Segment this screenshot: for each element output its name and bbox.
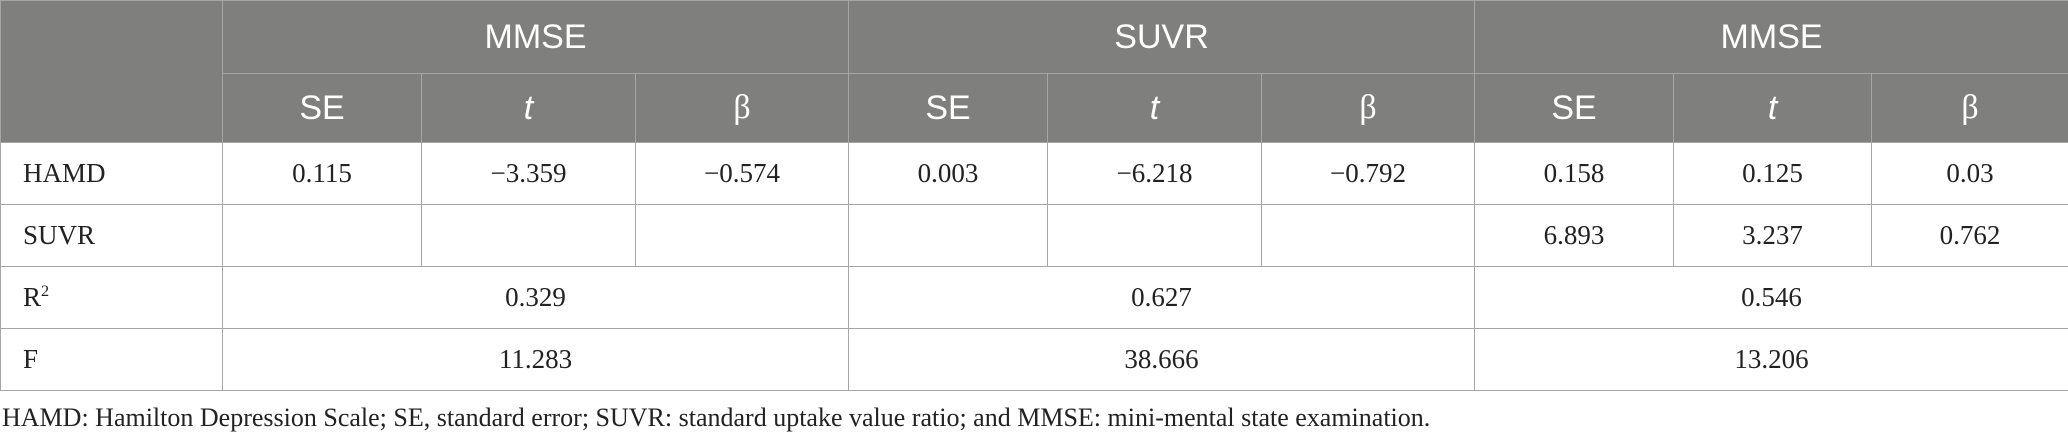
subheader-se: SE <box>848 73 1049 143</box>
subheader-beta: β <box>1261 73 1476 143</box>
table-cell: 0.158 <box>1474 142 1675 205</box>
table-cell: 13.206 <box>1474 328 2068 391</box>
subheader-se: SE <box>222 73 422 143</box>
table-cell <box>1047 204 1263 267</box>
subheader-t: t <box>421 73 636 143</box>
table-cell: 11.283 <box>221 328 850 391</box>
table-cell: 0.03 <box>1871 142 2068 205</box>
table-cell <box>1261 204 1476 267</box>
table-body: HAMD 0.115 −3.359 −0.574 0.003 −6.218 −0… <box>0 142 2068 391</box>
table-cell <box>848 204 1049 267</box>
table-cell: 0.115 <box>222 142 422 205</box>
row-label: HAMD <box>0 142 223 205</box>
header-group-row: MMSE SUVR MMSE <box>0 0 2068 143</box>
table-cell: 0.125 <box>1673 142 1873 205</box>
table-cell: 6.893 <box>1474 204 1675 267</box>
group-header-suvr: SUVR <box>848 0 1476 74</box>
subheader-se: SE <box>1474 73 1675 143</box>
row-label: SUVR <box>0 204 223 267</box>
table-cell <box>222 204 422 267</box>
table-cell: 0.546 <box>1474 266 2068 329</box>
table-cell: 0.003 <box>848 142 1049 205</box>
row-label: F <box>0 328 223 391</box>
table-header: MMSE SUVR MMSE SE t β SE t β SE t β <box>0 0 2068 143</box>
table-cell: −3.359 <box>421 142 636 205</box>
table-cell: 3.237 <box>1673 204 1873 267</box>
regression-table: MMSE SUVR MMSE SE t β SE t β SE t β HAMD… <box>0 0 2068 391</box>
header-corner-cell <box>0 0 223 143</box>
table-cell: −6.218 <box>1047 142 1263 205</box>
subheader-t: t <box>1047 73 1263 143</box>
row-label-base: R <box>23 282 42 312</box>
group-header-mmse-2: MMSE <box>1474 0 2068 74</box>
subheader-beta: β <box>1871 73 2068 143</box>
table-cell: 38.666 <box>848 328 1476 391</box>
header-subcolumn-row: SE t β SE t β SE t β <box>1 73 2068 143</box>
table-cell <box>421 204 636 267</box>
table-row-r-squared: R2 0.329 0.627 0.546 <box>0 266 2068 329</box>
row-label: R2 <box>0 266 223 329</box>
table-row-suvr: SUVR 6.893 3.237 0.762 <box>0 204 2068 267</box>
table-cell: 0.762 <box>1871 204 2068 267</box>
subheader-t: t <box>1673 73 1873 143</box>
table-cell: 0.329 <box>221 266 850 329</box>
table-footnote: HAMD: Hamilton Depression Scale; SE, sta… <box>2 403 1431 432</box>
row-label-superscript: 2 <box>41 282 50 300</box>
table-cell: −0.792 <box>1261 142 1476 205</box>
table-cell <box>634 204 850 267</box>
table-cell: −0.574 <box>634 142 850 205</box>
subheader-beta: β <box>634 73 850 143</box>
group-header-mmse-1: MMSE <box>221 0 850 74</box>
table-row-hamd: HAMD 0.115 −3.359 −0.574 0.003 −6.218 −0… <box>0 142 2068 205</box>
table-cell: 0.627 <box>848 266 1476 329</box>
table-row-f: F 11.283 38.666 13.206 <box>0 328 2068 391</box>
